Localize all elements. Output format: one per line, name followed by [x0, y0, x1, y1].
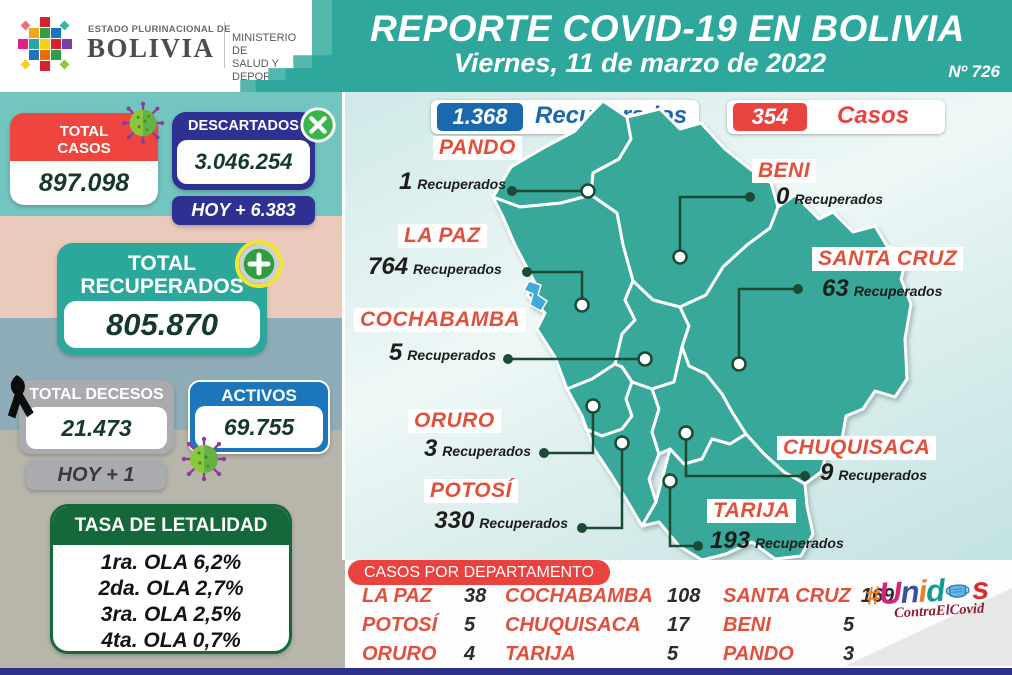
casos-row: TARIJA 5: [505, 643, 679, 665]
logo-divider: [224, 22, 225, 68]
map-region-potosi: [580, 380, 661, 528]
casos-column-3: SANTA CRUZ 169 BENI 5 PANDO 3: [723, 582, 894, 669]
unidos-wordmark: #Unid s: [865, 570, 990, 612]
mourning-ribbon-icon: [7, 375, 34, 419]
panel-seam: [342, 92, 345, 560]
tasa-row: 1ra. OLA 6,2%: [100, 551, 242, 574]
unidos-contra-el-covid-logo: #Unid s ContraElCovid: [865, 570, 1012, 624]
descartados-hoy-badge: HOY + 6.383: [172, 196, 315, 225]
leader-lines: [508, 189, 805, 548]
total-recuperados-card: TOTAL RECUPERADOS 805.870: [57, 243, 267, 355]
callout-santa-cruz: SANTA CRUZ: [812, 247, 964, 271]
callout-oruro-value: 3 Recuperados: [423, 435, 531, 462]
lake-titicaca: [523, 280, 548, 312]
casos-row: CHUQUISACA 17: [505, 614, 690, 636]
bolivia-coat-of-arms-icon: [18, 17, 72, 71]
activos-card: ACTIVOS 69.755: [188, 380, 330, 454]
callout-tarija-value: 193 Recuperados: [710, 527, 844, 554]
casos-row: POTOSÍ 5: [362, 614, 476, 636]
callout-cochabamba-value: 5 Recuperados: [388, 339, 496, 366]
casos-row: LA PAZ 38: [362, 585, 487, 607]
logo-box: ESTADO PLURINACIONAL DE BOLIVIA MINISTER…: [0, 0, 312, 92]
callout-cochabamba: COCHABAMBA: [354, 308, 527, 332]
descartados-card: DESCARTADOS 3.046.254: [172, 112, 315, 190]
casos-row: SANTA CRUZ 169: [723, 585, 895, 607]
virus-icon: [181, 436, 227, 482]
discard-x-icon: [300, 107, 336, 143]
callout-chuquisaca-value: 9 Recuperados: [820, 459, 928, 486]
casos-count: 354: [733, 103, 807, 131]
footer-strip: [0, 668, 1012, 675]
activos-value: 69.755: [195, 406, 323, 448]
bolivia-wordmark: BOLIVIA: [87, 33, 215, 63]
tasa-row: 3ra. OLA 2,5%: [100, 603, 242, 626]
report-number: Nº 726: [948, 62, 1000, 81]
casos-column-2: COCHABAMBA 108 CHUQUISACA 17 TARIJA 5: [505, 582, 700, 669]
total-recuperados-label-2: RECUPERADOS: [80, 275, 244, 298]
descartados-value: 3.046.254: [177, 140, 310, 184]
total-casos-label-1: TOTAL: [59, 123, 109, 140]
total-recuperados-label-1: TOTAL: [127, 252, 197, 275]
callout-potosi: POTOSÍ: [424, 479, 518, 503]
tasa-letalidad-card: TASA DE LETALIDAD 1ra. OLA 6,2% 2da. OLA…: [50, 504, 292, 654]
casos-por-departamento-section: CASOS POR DEPARTAMENTO LA PAZ 38 POTOSÍ …: [345, 560, 1012, 668]
callout-pando-value: 1 Recuperados: [398, 168, 506, 195]
callout-potosi-value: 330 Recuperados: [434, 507, 568, 534]
plus-circle-icon: [235, 240, 283, 288]
callout-beni: BENI: [752, 159, 817, 183]
callout-la-paz-value: 764 Recuperados: [368, 253, 502, 280]
tasa-row: 4ta. OLA 0,7%: [101, 629, 241, 652]
callout-beni-value: 0 Recuperados: [776, 183, 884, 210]
total-decesos-value: 21.473: [26, 407, 167, 449]
decesos-hoy-badge: HOY + 1: [26, 460, 166, 490]
total-recuperados-value: 805.870: [64, 301, 260, 348]
total-decesos-card: TOTAL DECESOS 21.473: [19, 380, 174, 454]
tasa-letalidad-title: TASA DE LETALIDAD: [53, 507, 289, 545]
casos-label: Casos: [837, 102, 910, 129]
tasa-row: 2da. OLA 2,7%: [98, 577, 244, 600]
face-mask-icon: [946, 584, 970, 598]
recuperados-count: 1.368: [437, 103, 523, 131]
leader-dots: [503, 186, 810, 551]
report-date: Viernes, 11 de marzo de 2022: [453, 48, 827, 78]
estado-plurinacional-label: ESTADO PLURINACIONAL DE: [88, 24, 231, 35]
virus-icon: [121, 101, 165, 145]
callout-la-paz: LA PAZ: [398, 224, 487, 248]
total-casos-value: 897.098: [10, 161, 158, 205]
activos-label: ACTIVOS: [221, 386, 297, 405]
callout-pando: PANDO: [433, 136, 522, 160]
casos-row: ORURO 4: [362, 643, 476, 665]
callout-chuquisaca: CHUQUISACA: [777, 436, 937, 460]
total-casos-label-2: CASOS: [57, 140, 111, 157]
casos-por-departamento-title: CASOS POR DEPARTAMENTO: [348, 560, 610, 585]
total-decesos-label: TOTAL DECESOS: [29, 386, 164, 403]
callout-santa-cruz-value: 63 Recuperados: [822, 275, 943, 302]
page-title: REPORTE COVID-19 EN BOLIVIA: [370, 8, 965, 49]
map-markers: [574, 183, 747, 489]
callout-tarija: TARIJA: [707, 499, 797, 523]
callout-oruro: ORURO: [408, 409, 501, 433]
casos-column-1: LA PAZ 38 POTOSÍ 5 ORURO 4: [362, 582, 486, 669]
casos-summary-badge: 354 Casos: [727, 100, 945, 134]
casos-row: BENI 5: [723, 614, 855, 636]
descartados-label: DESCARTADOS: [188, 118, 299, 134]
casos-row: COCHABAMBA 108: [505, 585, 701, 607]
casos-row: PANDO 3: [723, 643, 855, 665]
